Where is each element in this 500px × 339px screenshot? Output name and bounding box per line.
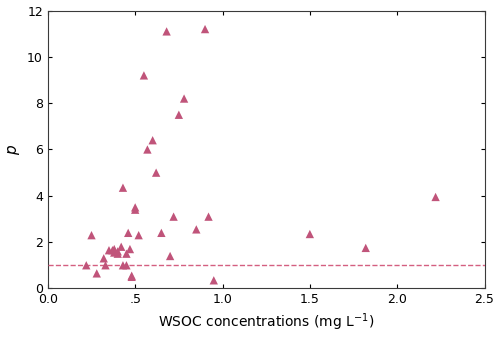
- Point: [152, 170, 160, 175]
- Point: [131, 205, 139, 210]
- Y-axis label: $p$: $p$: [6, 144, 22, 155]
- Point: [102, 263, 110, 268]
- Point: [432, 194, 440, 200]
- Point: [180, 96, 188, 101]
- Point: [82, 263, 90, 268]
- Point: [114, 249, 122, 254]
- Point: [117, 244, 125, 250]
- Point: [144, 147, 152, 152]
- Point: [93, 271, 101, 276]
- Point: [110, 250, 118, 255]
- Point: [100, 256, 108, 261]
- Point: [110, 246, 118, 252]
- Point: [126, 246, 134, 252]
- Point: [114, 251, 122, 256]
- Point: [88, 233, 96, 238]
- X-axis label: WSOC concentrations (mg L$^{-1}$): WSOC concentrations (mg L$^{-1}$): [158, 312, 374, 334]
- Point: [148, 138, 156, 143]
- Point: [362, 245, 370, 251]
- Point: [158, 230, 166, 236]
- Point: [192, 227, 200, 232]
- Point: [210, 278, 218, 283]
- Point: [166, 253, 174, 259]
- Point: [134, 233, 142, 238]
- Point: [204, 214, 212, 219]
- Point: [175, 112, 183, 118]
- Point: [306, 231, 314, 237]
- Point: [119, 263, 127, 268]
- Point: [201, 26, 209, 32]
- Point: [105, 247, 113, 253]
- Point: [122, 251, 130, 256]
- Point: [122, 263, 130, 268]
- Point: [128, 273, 136, 278]
- Point: [140, 73, 148, 78]
- Point: [131, 207, 139, 213]
- Point: [124, 230, 132, 236]
- Point: [162, 29, 170, 34]
- Point: [128, 274, 136, 280]
- Point: [108, 247, 116, 253]
- Point: [170, 214, 177, 219]
- Point: [119, 185, 127, 191]
